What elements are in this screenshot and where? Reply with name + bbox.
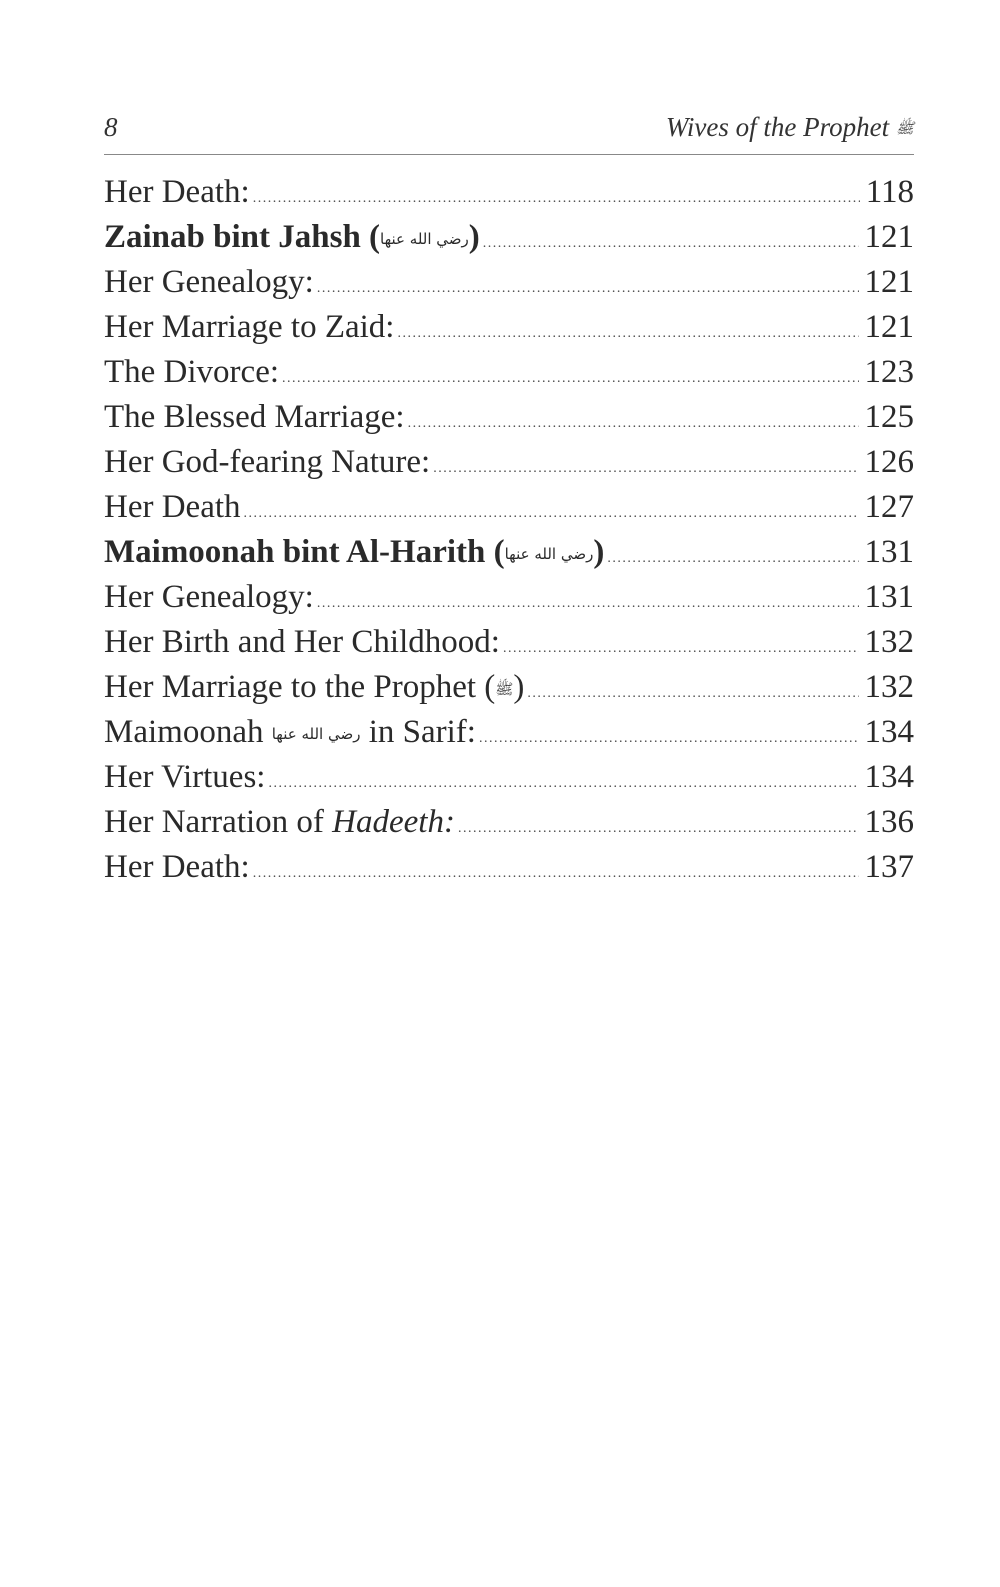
toc-entry-text: Her Death:	[104, 174, 250, 210]
toc-page-number: 134	[864, 759, 915, 795]
toc-entry-text: Her Death:	[104, 849, 250, 885]
honorific-glyph: ﷺ	[895, 118, 914, 137]
honorific-glyph: ﷺ	[495, 679, 514, 698]
toc-entry-title: Her Death:	[104, 170, 250, 215]
dot-leader	[253, 851, 859, 896]
toc-entry-title: The Blessed Marriage:	[104, 395, 405, 440]
toc-entry-text: Hadeeth:	[332, 804, 455, 840]
page-number: 8	[104, 112, 118, 142]
toc-entry: Her Death 127	[104, 485, 914, 530]
toc-entry-text: Her God-fearing Nature:	[104, 444, 431, 480]
toc-entry-text: Her Genealogy:	[104, 579, 314, 615]
toc-entry: The Divorce: 123	[104, 350, 914, 395]
toc-page-number: 132	[864, 624, 915, 660]
running-title: Wives of the Prophet ﷺ	[666, 112, 914, 143]
toc-page-number: 127	[864, 489, 915, 525]
toc-entry-text: Maimoonah bint Al-Harith (	[104, 534, 505, 570]
toc-page-number: 132	[864, 669, 915, 705]
toc-entry-title: Maimoonah bint Al-Harith (رضي الله عنها)	[104, 530, 604, 577]
dot-leader	[527, 671, 858, 716]
toc-entry-title: Her Genealogy:	[104, 260, 314, 305]
dot-leader	[503, 626, 859, 671]
toc-entry-text: The Divorce:	[104, 354, 280, 390]
toc-entry-title: Her Genealogy:	[104, 575, 314, 620]
toc-entry-title: Her Narration of Hadeeth:	[104, 800, 455, 845]
toc-entry: Her Marriage to Zaid: 121	[104, 305, 914, 350]
toc-entry-title: Her Birth and Her Childhood:	[104, 620, 500, 665]
toc-entry: Her Death: 137	[104, 845, 914, 890]
toc-entry-title: Her Death:	[104, 845, 250, 890]
toc-entry: Her Marriage to the Prophet (ﷺ) 132	[104, 665, 914, 710]
toc-entry: The Blessed Marriage: 125	[104, 395, 914, 440]
toc-entry-text: Her Marriage to Zaid:	[104, 309, 395, 345]
dot-leader	[479, 716, 859, 761]
toc-page-number: 118	[865, 174, 914, 210]
toc-entry-text: Her Virtues:	[104, 759, 266, 795]
toc-page-number: 123	[864, 354, 915, 390]
toc-page-number: 121	[864, 264, 915, 300]
dot-leader	[607, 536, 858, 581]
toc-page-number: 121	[864, 219, 915, 255]
toc-entry: Her Birth and Her Childhood: 132	[104, 620, 914, 665]
toc-page-number: 121	[864, 309, 915, 345]
toc-entry-text: Her Marriage to the Prophet (	[104, 669, 496, 705]
toc-entry-title: Her Death	[104, 485, 241, 530]
toc-entry: Her God-fearing Nature: 126	[104, 440, 914, 485]
toc-entry: Her Virtues: 134	[104, 755, 914, 800]
toc-page-number: 136	[864, 804, 915, 840]
toc-entry-title: The Divorce:	[104, 350, 279, 395]
honorific-glyph: رضي الله عنها	[271, 724, 361, 743]
toc-entry: Her Genealogy: 121	[104, 260, 914, 305]
toc-entry-text: )	[593, 534, 605, 570]
toc-entry-text: The Blessed Marriage:	[104, 399, 405, 435]
toc-entry-text: Zainab bint Jahsh (	[104, 219, 381, 255]
honorific-glyph: رضي الله عنها	[380, 229, 469, 248]
toc-page-number: 131	[864, 579, 915, 615]
toc-page-number: 125	[864, 399, 915, 435]
toc-entry-text: Her Death	[104, 489, 241, 525]
toc-entry: Her Genealogy: 131	[104, 575, 914, 620]
toc-entry-title: Her God-fearing Nature:	[104, 440, 430, 485]
toc-entry-text: )	[468, 219, 480, 255]
toc-entry: Maimoonah bint Al-Harith (رضي الله عنها)…	[104, 530, 914, 575]
dot-leader	[483, 221, 859, 266]
toc-entry-title: Her Virtues:	[104, 755, 265, 800]
dot-leader	[317, 266, 859, 311]
toc-entry-text: in Sarif:	[360, 714, 476, 750]
toc-entry: Her Narration of Hadeeth: 136	[104, 800, 914, 845]
toc-entry-text: Her Genealogy:	[104, 264, 314, 300]
toc-entry: Her Death: 118	[104, 170, 914, 215]
toc-entry-text: Maimoonah	[104, 714, 272, 750]
toc-page-number: 126	[864, 444, 915, 480]
toc-page-number: 137	[864, 849, 915, 885]
running-title-text: Wives of the Prophet	[665, 112, 890, 142]
toc-entry-title: Her Marriage to the Prophet (ﷺ)	[104, 665, 524, 712]
toc-page-number: 131	[864, 534, 915, 570]
running-header: 8 Wives of the Prophet ﷺ	[104, 112, 914, 152]
header-rule	[104, 154, 914, 155]
toc-page-number: 134	[864, 714, 915, 750]
toc-entry-title: Zainab bint Jahsh (رضي الله عنها)	[104, 215, 480, 262]
toc-entry: Zainab bint Jahsh (رضي الله عنها) 121	[104, 215, 914, 260]
dot-leader	[408, 401, 859, 446]
toc-entry-text: )	[513, 669, 525, 705]
dot-leader	[397, 311, 858, 356]
toc-entry-text: Her Birth and Her Childhood:	[104, 624, 500, 660]
dot-leader	[433, 446, 858, 491]
toc-entry-title: Her Marriage to Zaid:	[104, 305, 394, 350]
toc-entry-text: Her Narration of	[104, 804, 333, 840]
dot-leader	[458, 806, 859, 851]
toc-entry: Maimoonah رضي الله عنها in Sarif: 134	[104, 710, 914, 755]
toc-entry-title: Maimoonah رضي الله عنها in Sarif:	[104, 710, 476, 757]
honorific-glyph: رضي الله عنها	[504, 544, 594, 563]
